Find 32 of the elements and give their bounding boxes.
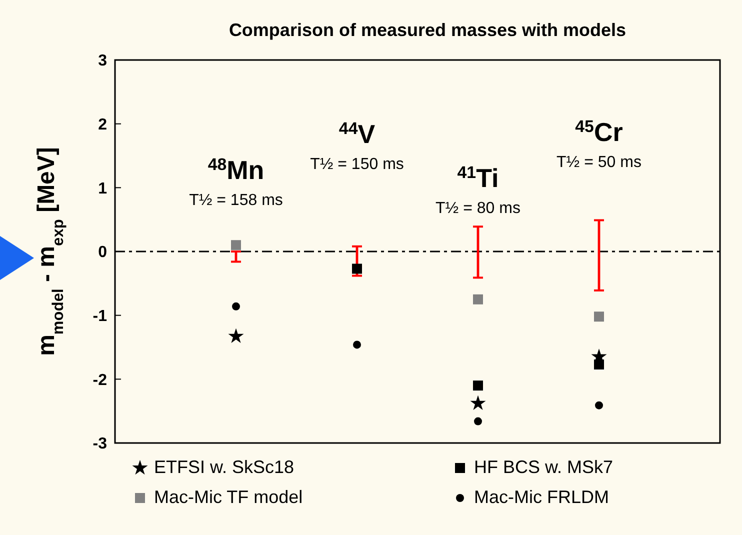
point: [352, 264, 362, 274]
point: [473, 380, 483, 391]
point: [594, 312, 604, 322]
point: [470, 395, 486, 410]
point: [473, 294, 483, 304]
point: [231, 240, 241, 250]
point: [228, 328, 244, 344]
legend-label: HF BCS w. MSk7: [474, 457, 614, 477]
x-tick-label: $^{48}$Mn: [208, 154, 264, 185]
x-tick-label: $^{41}$Ti: [457, 162, 499, 193]
annotation: T½ = 50 ms: [556, 154, 642, 171]
point: [595, 401, 603, 410]
y-tick-label: 1: [98, 180, 108, 198]
y-tick-label: -2: [92, 372, 108, 389]
point: [474, 417, 482, 426]
point: [594, 359, 604, 370]
annotation: T½ = 158 ms: [189, 192, 283, 209]
annotation: T½ = 150 ms: [310, 156, 404, 173]
y-tick-label: 2: [98, 116, 108, 134]
point: [232, 302, 240, 310]
chart-title: Comparison of measured masses with models: [228, 20, 626, 40]
y-tick-label: 0: [98, 244, 108, 262]
x-tick-label: $^{45}$Cr: [575, 116, 623, 147]
point: [353, 340, 361, 349]
annotation: T½ = 80 ms: [436, 200, 520, 217]
y-tick-label: 3: [98, 52, 108, 70]
y-tick-label: -1: [92, 308, 108, 325]
legend-label: Mac-Mic TF model: [154, 487, 303, 507]
legend-label: ETFSI w. SkSc18: [154, 457, 294, 477]
legend-label: Mac-Mic FRLDM: [474, 487, 609, 507]
x-tick-label: $^{44}$V: [338, 118, 376, 149]
y-tick-label: -3: [92, 436, 108, 453]
